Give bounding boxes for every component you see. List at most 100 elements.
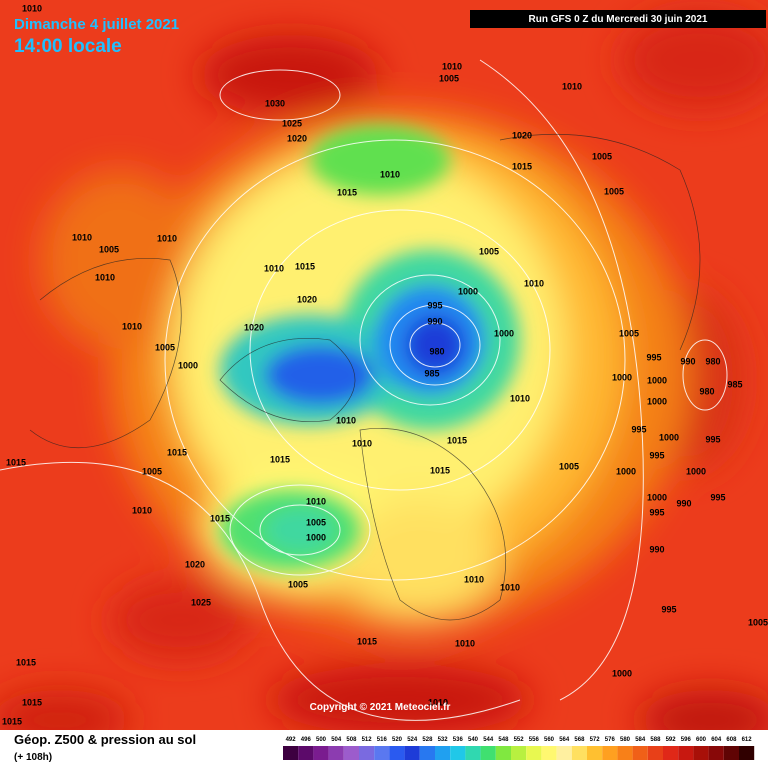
legend-label: 548	[498, 737, 509, 743]
isobar-label: 1020	[287, 133, 307, 143]
isobar-label: 1000	[178, 360, 198, 370]
isobar-label: 1005	[559, 461, 579, 471]
isobar-label: 1000	[647, 375, 667, 385]
isobar-label: 995	[649, 507, 664, 517]
isobar-label: 1030	[265, 98, 285, 108]
color-legend: 492 496 500 504 508 512 516 520 524 528 532 536 540 5…	[283, 737, 755, 760]
isobar-label: 1010	[132, 505, 152, 515]
legend-label: 520	[392, 737, 403, 743]
isobar-label: 1000	[612, 372, 632, 382]
legend-swatch	[389, 746, 405, 760]
isobar-label: 1005	[604, 186, 624, 196]
isobar-label: 1015	[6, 457, 26, 467]
isobar-label: 1000	[616, 466, 636, 476]
isobar-label: 1015	[430, 465, 450, 475]
isobar-label: 1015	[2, 716, 22, 726]
isobar-label: 1010	[524, 278, 544, 288]
isobar-label: 1010	[455, 638, 475, 648]
isobar-label: 980	[699, 386, 714, 396]
legend-swatch	[739, 746, 755, 760]
isobar-label: 1005	[439, 73, 459, 83]
legend-label: 524	[407, 737, 418, 743]
legend-swatch	[328, 746, 344, 760]
footer-lead: (+ 108h)	[14, 752, 52, 763]
isobar-labels: 1010 1010 1005 1010 1030 1025 1020 1020 1005 1015…	[2, 3, 768, 726]
isobar-label: 1005	[99, 244, 119, 254]
legend-swatch	[511, 746, 527, 760]
isobar-label: 1000	[494, 328, 514, 338]
isobar-label: 1015	[337, 187, 357, 197]
isobar-label: 1025	[191, 597, 211, 607]
legend-label: 580	[620, 737, 631, 743]
isobar-label: 1000	[647, 396, 667, 406]
isobar-label: 1005	[155, 342, 175, 352]
isobar-lines	[0, 59, 728, 721]
isobar-label: 1015	[295, 261, 315, 271]
isobar-label: 1000	[686, 466, 706, 476]
isobar-label: 1010	[500, 582, 520, 592]
legend-label: 592	[666, 737, 677, 743]
legend-swatch	[647, 746, 663, 760]
isobar-label: 995	[631, 424, 646, 434]
legend-swatch	[495, 746, 511, 760]
time: 14:00 locale	[14, 36, 122, 57]
isobar-label: 1015	[357, 636, 377, 646]
isobar-label: 1020	[512, 130, 532, 140]
legend-swatch	[632, 746, 648, 760]
legend-label: 560	[544, 737, 555, 743]
isobar-label: 990	[680, 356, 695, 366]
isobar-label: 1005	[479, 246, 499, 256]
legend-label: 544	[483, 737, 494, 743]
legend-label: 512	[362, 737, 373, 743]
isobar-label: 1010	[464, 574, 484, 584]
isobar-label: 985	[424, 368, 439, 378]
legend-label: 492	[286, 737, 297, 743]
isobar-label: 1000	[647, 492, 667, 502]
legend-label: 528	[422, 737, 433, 743]
legend-swatch	[298, 746, 314, 760]
legend-swatch	[541, 746, 557, 760]
legend-label: 504	[331, 737, 342, 743]
legend-label: 552	[514, 737, 525, 743]
coastlines	[29, 133, 701, 621]
legend-label: 556	[529, 737, 540, 743]
isobar-label: 1010	[22, 3, 42, 13]
legend-label: 540	[468, 737, 479, 743]
isobar-label: 995	[646, 352, 661, 362]
isobar-label: 1010	[428, 697, 448, 707]
legend-swatch	[617, 746, 633, 760]
run-box	[470, 10, 766, 28]
legend-label: 508	[346, 737, 357, 743]
legend-swatch	[678, 746, 694, 760]
isobar-label: 995	[427, 300, 442, 310]
isobar-label: 1005	[592, 151, 612, 161]
legend-swatch	[435, 746, 451, 760]
legend-swatch	[419, 746, 435, 760]
isobar-label: 1020	[244, 322, 264, 332]
isobar-label: 990	[649, 544, 664, 554]
legend-swatch	[343, 746, 359, 760]
isobar-label: 1015	[22, 697, 42, 707]
legend-swatch	[602, 746, 618, 760]
isobar-label: 1010	[380, 169, 400, 179]
date: Dimanche 4 juillet 2021	[14, 16, 179, 33]
isobar-label: 1020	[297, 294, 317, 304]
footer-title: Géop. Z500 & pression au sol	[14, 732, 196, 747]
legend-swatch	[663, 746, 679, 760]
isobar-label: 1010	[352, 438, 372, 448]
isobar-label: 1005	[748, 617, 768, 627]
isobar-label: 995	[705, 434, 720, 444]
isobar-label: 1020	[185, 559, 205, 569]
isobar-label: 1015	[210, 513, 230, 523]
legend-label: 596	[681, 737, 692, 743]
isobar-label: 1025	[282, 118, 302, 128]
legend-swatch	[404, 746, 420, 760]
legend-label: 564	[559, 737, 570, 743]
isobar-label: 980	[705, 356, 720, 366]
legend-swatch	[374, 746, 390, 760]
legend-swatch	[313, 746, 329, 760]
legend-label: 612	[742, 737, 753, 743]
legend-swatch	[587, 746, 603, 760]
isobar-label: 980	[429, 346, 444, 356]
legend-label: 604	[711, 737, 722, 743]
